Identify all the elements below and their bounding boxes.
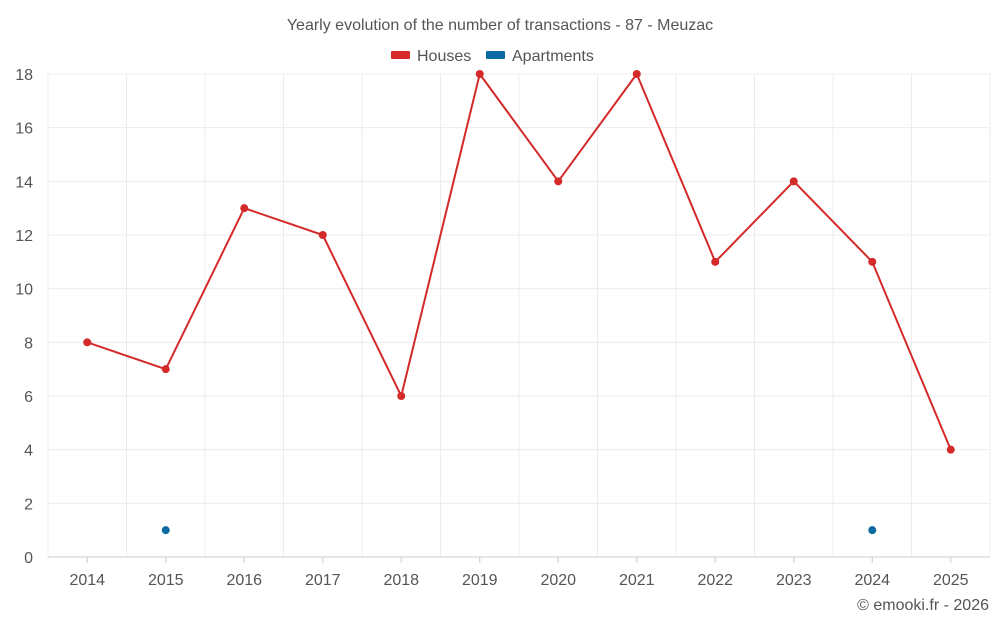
data-point-houses[interactable] — [554, 177, 563, 186]
data-point-houses[interactable] — [632, 70, 641, 78]
y-tick-label: 14 — [15, 174, 33, 191]
y-tick-label: 12 — [15, 228, 33, 245]
data-point-houses[interactable] — [946, 445, 955, 454]
series-layer — [83, 70, 955, 535]
grid — [47, 73, 991, 557]
x-tick-label: 2015 — [148, 572, 184, 589]
data-point-houses[interactable] — [83, 338, 92, 347]
data-point-houses[interactable] — [868, 257, 877, 266]
data-point-houses[interactable] — [318, 231, 327, 239]
x-tick-label: 2016 — [226, 572, 262, 589]
data-point-apartments[interactable] — [161, 526, 170, 535]
series-houses — [83, 70, 955, 454]
data-point-houses[interactable] — [161, 365, 170, 374]
x-tick-label: 2021 — [619, 572, 655, 589]
x-tick-label: 2019 — [462, 572, 498, 589]
x-axis: 2014 2015 2016 2017 2018 2019 2020 2021 2022 2023… — [48, 556, 990, 589]
x-tick-label: 2017 — [305, 572, 341, 589]
data-point-houses[interactable] — [711, 257, 720, 266]
legend-item-apartments[interactable]: Apartments — [486, 48, 594, 65]
y-tick-label: 8 — [24, 335, 33, 352]
x-tick-label: 2023 — [776, 572, 812, 589]
legend-label-apartments: Apartments — [512, 48, 594, 65]
series-apartments — [161, 526, 877, 535]
data-point-houses[interactable] — [789, 177, 798, 186]
data-point-houses[interactable] — [475, 70, 484, 78]
legend-item-houses[interactable]: Houses — [391, 48, 471, 65]
credit-text: © emooki.fr - 2026 — [857, 597, 989, 614]
y-tick-label: 10 — [15, 282, 33, 299]
legend-label-houses: Houses — [417, 48, 471, 65]
y-tick-label: 18 — [15, 67, 33, 84]
x-tick-label: 2024 — [854, 572, 890, 589]
y-tick-label: 6 — [24, 389, 33, 406]
y-tick-label: 0 — [24, 550, 33, 567]
y-tick-label: 2 — [24, 496, 33, 513]
chart-title: Yearly evolution of the number of transa… — [287, 17, 713, 34]
y-axis: 0 2 4 6 8 10 12 14 16 18 — [15, 67, 33, 567]
legend-swatch-houses — [391, 51, 410, 59]
data-point-houses[interactable] — [397, 392, 406, 400]
data-point-apartments[interactable] — [868, 526, 877, 535]
x-tick-label: 2014 — [69, 572, 105, 589]
x-tick-label: 2020 — [540, 572, 576, 589]
data-point-houses[interactable] — [240, 204, 249, 213]
y-tick-label: 4 — [24, 443, 33, 460]
series-line-houses — [86, 73, 952, 451]
x-tick-label: 2022 — [697, 572, 733, 589]
y-tick-label: 16 — [15, 121, 33, 138]
legend-swatch-apartments — [486, 51, 505, 59]
legend: Houses Apartments — [391, 48, 594, 65]
x-tick-label: 2018 — [383, 572, 419, 589]
x-tick-label: 2025 — [933, 572, 969, 589]
